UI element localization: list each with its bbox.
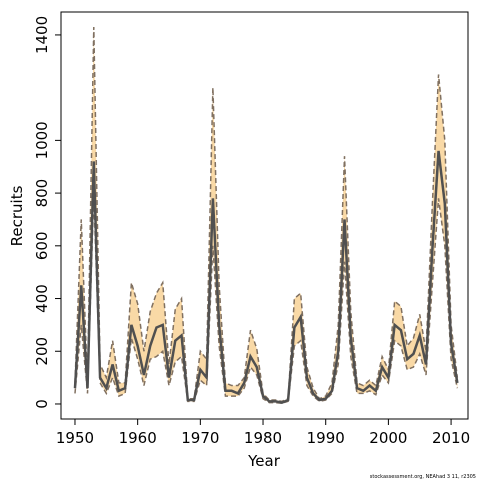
x-tick-label: 1960 xyxy=(119,429,157,447)
y-axis-label: Recruits xyxy=(8,185,26,246)
y-tick-label: 0 xyxy=(33,399,51,409)
x-tick-label: 1980 xyxy=(244,429,282,447)
y-tick-label: 600 xyxy=(33,231,51,260)
plot-frame xyxy=(60,11,469,420)
x-tick-label: 1950 xyxy=(56,429,94,447)
y-tick-label: 1400 xyxy=(33,16,51,54)
x-tick-label: 1990 xyxy=(307,429,345,447)
x-tick-label: 2010 xyxy=(432,429,470,447)
x-tick-label: 1970 xyxy=(181,429,219,447)
x-tick-label: 2000 xyxy=(369,429,407,447)
upper-bound xyxy=(74,27,459,403)
confidence-band xyxy=(74,27,458,404)
footnote: stockassessment.org, NEAhad 3 11, r2305 xyxy=(370,474,476,480)
y-tick-label: 400 xyxy=(33,284,51,313)
y-tick-label: 800 xyxy=(33,179,51,208)
lower-bound xyxy=(74,193,459,404)
x-axis-label: Year xyxy=(247,452,281,470)
median-line xyxy=(73,150,459,404)
y-tick-label: 1000 xyxy=(33,121,51,159)
y-tick-label: 200 xyxy=(33,337,51,366)
